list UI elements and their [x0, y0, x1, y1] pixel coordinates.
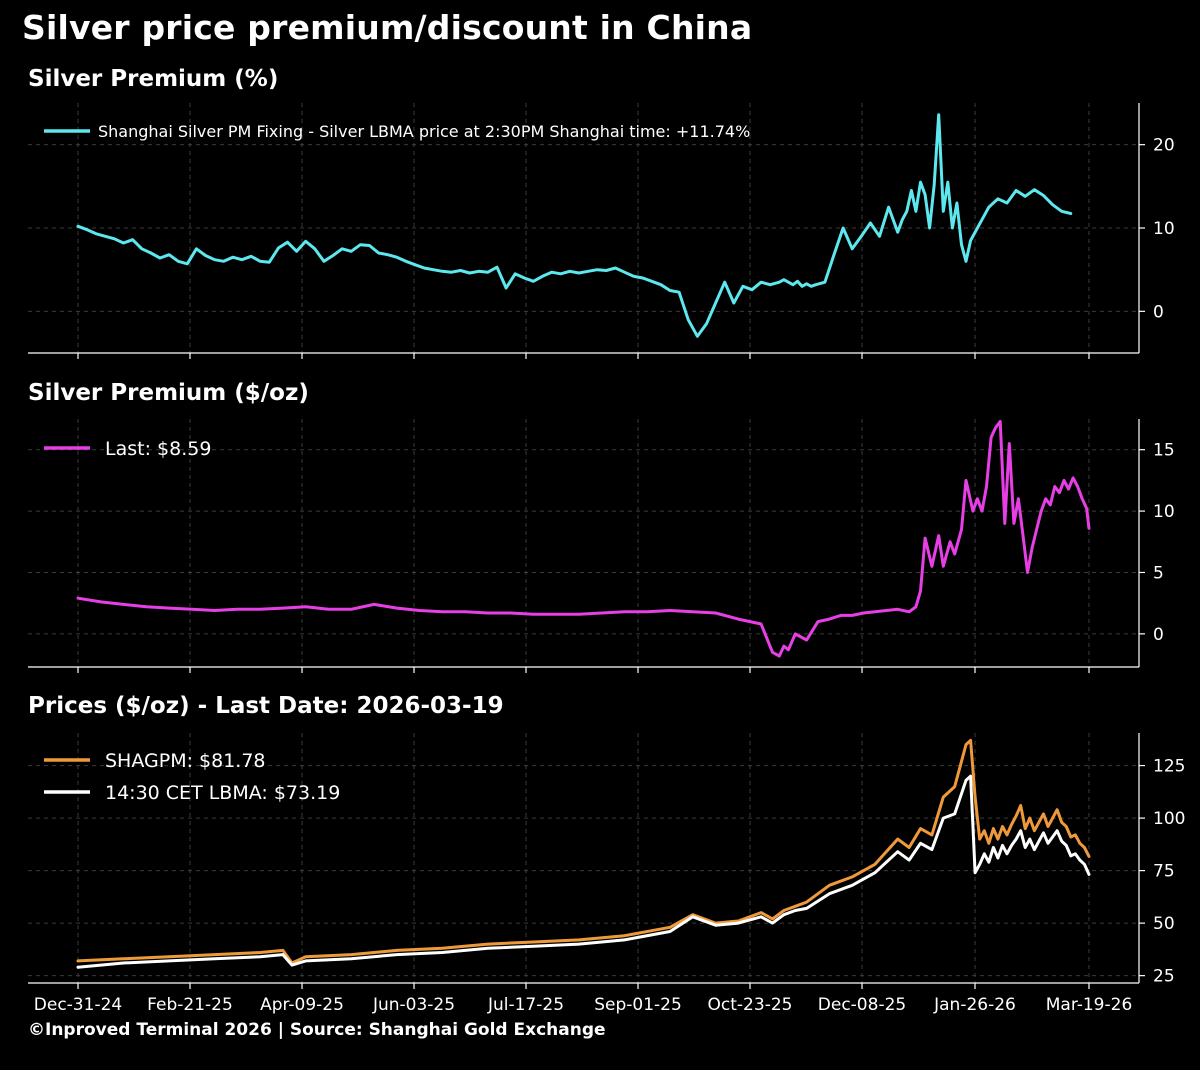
panel-1-y-tick-label-10: 10 [1153, 219, 1175, 239]
x-tick-label-8: Jan-26-26 [933, 995, 1016, 1015]
x-tick-label-1: Feb-21-25 [147, 995, 233, 1015]
panel-2-title: Silver Premium ($/oz) [28, 380, 309, 406]
panel-1-legend-label-1: Shanghai Silver PM Fixing - Silver LBMA … [98, 122, 750, 141]
panel-3-y-tick-label-25: 25 [1153, 967, 1175, 987]
panel-1-title: Silver Premium (%) [28, 66, 279, 92]
panel-2-y-tick-label-10: 10 [1153, 502, 1175, 522]
panel-2-series-1-line [76, 420, 1091, 658]
panel-3-y-tick-label-100: 100 [1153, 809, 1185, 829]
x-tick-label-9: Mar-19-26 [1046, 995, 1133, 1015]
panel-3-y-tick-label-125: 125 [1153, 757, 1185, 777]
chart-main-title: Silver price premium/discount in China [22, 8, 753, 47]
panel-1-y-tick-label-0: 0 [1153, 302, 1164, 322]
panel-2-legend-label-1: Last: $8.59 [105, 438, 211, 460]
x-tick-label-5: Sep-01-25 [594, 995, 682, 1015]
x-tick-label-3: Jun-03-25 [372, 995, 455, 1015]
panel-2-y-tick-label-15: 15 [1153, 441, 1175, 461]
x-tick-label-4: Jul-17-25 [487, 995, 564, 1015]
panel-1-y-tick-label-20: 20 [1153, 136, 1175, 156]
panel-2-y-tick-label-0: 0 [1153, 625, 1164, 645]
panel-3-legend-label-1: SHAGPM: $81.78 [105, 750, 266, 772]
panel-3-series-2-line [76, 774, 1091, 969]
x-tick-label-2: Apr-09-25 [260, 995, 344, 1015]
x-tick-label-7: Dec-08-25 [818, 995, 906, 1015]
panel-3-y-tick-label-50: 50 [1153, 914, 1175, 934]
x-tick-label-6: Oct-23-25 [708, 995, 793, 1015]
panel-3-y-tick-label-75: 75 [1153, 862, 1175, 882]
x-tick-label-0: Dec-31-24 [34, 995, 122, 1015]
panel-3-title: Prices ($/oz) - Last Date: 2026-03-19 [28, 693, 504, 719]
panel-2-y-tick-label-5: 5 [1153, 563, 1164, 583]
panel-3-series-1-line [76, 738, 1091, 965]
panel-3-legend-label-2: 14:30 CET LBMA: $73.19 [105, 782, 340, 804]
panel-1-series-1-line [76, 113, 1073, 338]
source-footer: ©Inproved Terminal 2026 | Source: Shangh… [28, 1020, 606, 1040]
